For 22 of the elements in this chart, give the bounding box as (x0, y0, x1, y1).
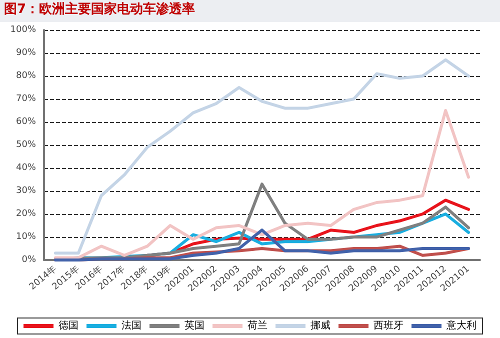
legend-label: 荷兰 (248, 320, 268, 332)
line-series (54, 58, 470, 255)
legend-label: 法国 (122, 320, 142, 332)
legend-label: 英国 (184, 320, 204, 332)
chart-title: 图7：欧洲主要国家电动车渗透率 (0, 0, 500, 22)
y-tick-label: 90% (16, 48, 36, 58)
y-tick-label: 20% (16, 209, 36, 219)
y-tick-label: 80% (16, 71, 36, 81)
y-tick-label: 50% (16, 140, 36, 150)
y-tick-label: 30% (16, 186, 36, 196)
y-tick-label: 0% (22, 255, 36, 265)
y-tick-label: 100% (10, 25, 36, 35)
y-tick-label: 60% (16, 117, 36, 127)
line-series (54, 228, 470, 262)
legend-label: 挪威 (310, 320, 330, 332)
legend-label: 意大利 (446, 320, 476, 332)
y-tick-label: 70% (16, 94, 36, 104)
y-tick-label: 40% (16, 163, 36, 173)
legend-label: 西班牙 (374, 320, 404, 332)
line-series (54, 109, 470, 260)
y-tick-label: 10% (16, 232, 36, 242)
legend-label: 德国 (58, 320, 78, 332)
